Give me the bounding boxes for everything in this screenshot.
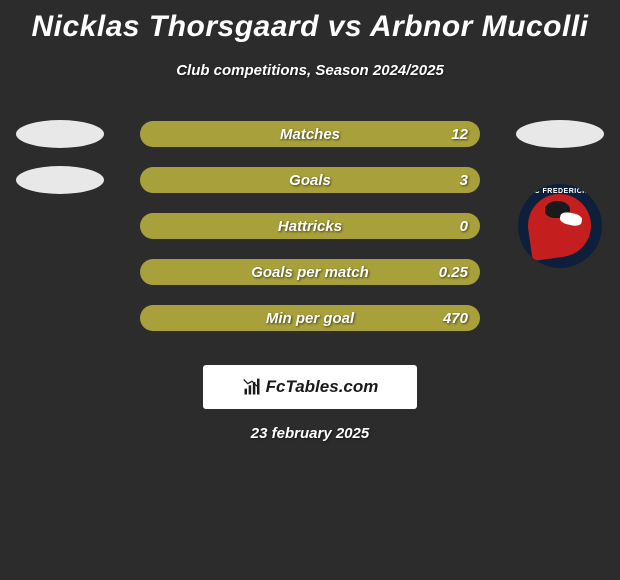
right-club-logo: FC FREDERICIA [518,184,602,268]
stat-bar: Matches 12 [140,121,480,147]
page-subtitle: Club competitions, Season 2024/2025 [176,62,444,79]
stat-label: Goals [140,172,480,189]
stat-row: Min per goal 470 [0,305,620,331]
stat-label: Min per goal [140,310,480,327]
left-club-placeholder-icon [16,120,104,148]
stat-value: 12 [451,126,468,143]
right-club-placeholder-icon [516,120,604,148]
stat-bar: Min per goal 470 [140,305,480,331]
brand-text: FcTables.com [266,377,379,397]
brand-box: FcTables.com [203,365,417,409]
stat-value: 470 [443,310,468,327]
stat-bar: Hattricks 0 [140,213,480,239]
infographic-container: Nicklas Thorsgaard vs Arbnor Mucolli Clu… [0,0,620,442]
footer-date: 23 february 2025 [251,425,369,442]
bar-chart-icon [242,377,262,397]
stat-row: FC FREDERICIA Hattricks 0 [0,213,620,239]
club-crest-icon: FC FREDERICIA [518,184,602,268]
stat-row: Goals per match 0.25 [0,259,620,285]
stat-bar: Goals per match 0.25 [140,259,480,285]
stat-value: 0 [460,218,468,235]
stat-label: Hattricks [140,218,480,235]
stat-value: 0.25 [439,264,468,281]
page-title: Nicklas Thorsgaard vs Arbnor Mucolli [31,10,588,44]
stat-label: Matches [140,126,480,143]
stat-bar: Goals 3 [140,167,480,193]
stat-label: Goals per match [140,264,480,281]
stat-value: 3 [460,172,468,189]
stats-area: Matches 12 Goals 3 FC FREDERICIA [0,121,620,351]
stat-row: Matches 12 [0,121,620,147]
left-club-placeholder-icon [16,166,104,194]
